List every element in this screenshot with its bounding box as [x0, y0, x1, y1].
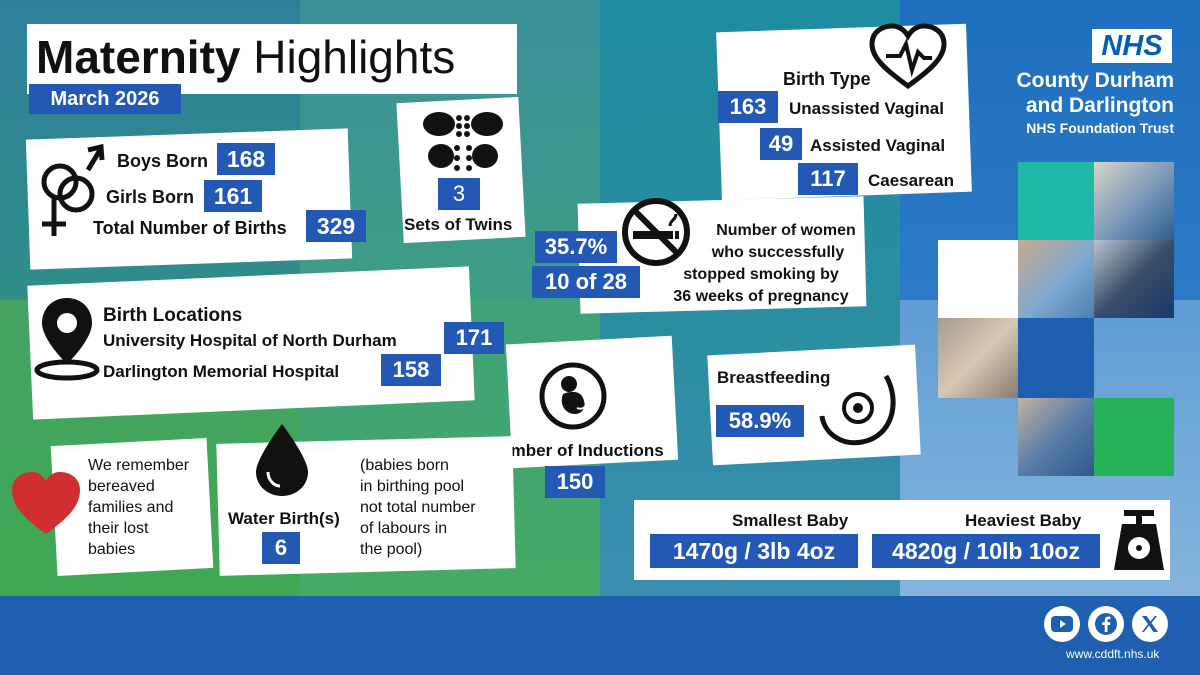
caesarean-value: 117 [798, 163, 858, 195]
x-button[interactable] [1132, 606, 1168, 642]
trust-name: County Durham and Darlington NHS Foundat… [1017, 68, 1175, 138]
weighing-scale-icon [1114, 510, 1164, 570]
unassisted-label: Unassisted Vaginal [789, 99, 944, 118]
locations-title: Birth Locations [103, 305, 243, 326]
x-icon [1142, 616, 1158, 632]
facebook-button[interactable] [1088, 606, 1124, 642]
remember-line4: their lost [88, 520, 149, 537]
boys-born-value: 168 [217, 143, 275, 175]
water-note-line4: of labours in [360, 520, 448, 537]
assisted-value: 49 [760, 128, 802, 160]
heart-icon [12, 472, 80, 534]
smallest-baby-label: Smallest Baby [732, 511, 849, 530]
remember-text: We remember bereaved families and their … [88, 455, 189, 560]
photo-midwife [1094, 162, 1174, 240]
total-births-label: Total Number of Births [93, 218, 287, 238]
title-light: Highlights [253, 31, 456, 83]
water-birth-value: 6 [262, 532, 300, 564]
breast-icon [819, 374, 896, 446]
caesarean-label: Caesarean [868, 171, 955, 190]
twins-label: Sets of Twins [404, 215, 513, 234]
date-badge: March 2026 [29, 84, 181, 114]
girls-born-label: Girls Born [106, 187, 195, 207]
gender-symbols-icon [41, 143, 105, 236]
mosaic-tile-white [938, 240, 1018, 318]
unassisted-value: 163 [718, 91, 778, 123]
page-title: Maternity Highlights [36, 30, 455, 84]
water-note-line3: not total number [360, 499, 476, 516]
photo-mother-baby [1018, 240, 1094, 318]
facebook-icon [1095, 613, 1117, 635]
total-births-value: 329 [306, 210, 366, 242]
mosaic-tile-green [1094, 398, 1174, 476]
girls-born-value: 161 [204, 180, 262, 212]
smoking-percent: 35.7% [535, 231, 617, 263]
trust-name-line2: and Darlington [1025, 94, 1174, 117]
photo-nurse [1094, 240, 1174, 318]
location-dmh-value: 158 [381, 354, 441, 386]
youtube-button[interactable] [1044, 606, 1080, 642]
nhs-logo: NHS [1092, 29, 1172, 63]
trust-name-line3: NHS Foundation Trust [1026, 120, 1174, 136]
twins-value: 3 [438, 178, 480, 210]
remember-line2: bereaved [88, 478, 155, 495]
website-link[interactable]: www.cddft.nhs.uk [1066, 647, 1160, 661]
smallest-baby-value: 1470g / 3lb 4oz [650, 534, 858, 568]
location-uhnd-value: 171 [444, 322, 504, 354]
footprints-icon [423, 112, 503, 171]
water-note-line2: in birthing pool [360, 478, 465, 495]
birth-type-title: Birth Type [783, 69, 871, 89]
no-smoking-icon [622, 198, 690, 266]
water-note-line1: (babies born [360, 457, 449, 474]
water-birth-note: (babies born in birthing pool not total … [360, 455, 476, 560]
photo-staff [1018, 398, 1094, 476]
inductions-label: Number of Inductions [488, 441, 664, 460]
smoking-line3: stopped smoking by [683, 266, 839, 283]
mosaic-tile-blue [1018, 318, 1094, 398]
smoking-line4: 36 weeks of pregnancy [673, 288, 849, 305]
inductions-value: 150 [545, 466, 605, 498]
smoking-fraction: 10 of 28 [532, 266, 640, 298]
photo-newborn [938, 318, 1018, 398]
baby-in-womb-icon [539, 362, 607, 430]
water-note-line5: the pool) [360, 541, 423, 558]
breastfeeding-value: 58.9% [716, 405, 804, 437]
remember-line3: families and [88, 499, 174, 516]
assisted-label: Assisted Vaginal [810, 136, 946, 155]
location-dmh-label: Darlington Memorial Hospital [103, 362, 340, 381]
heaviest-baby-label: Heaviest Baby [965, 511, 1082, 530]
trust-name-line1: County Durham [1016, 69, 1175, 92]
title-card [27, 24, 517, 94]
mosaic-tile-teal [1018, 162, 1094, 240]
location-uhnd-label: University Hospital of North Durham [103, 331, 397, 350]
smoking-line1: Number of women [716, 222, 856, 239]
map-pin-icon [34, 298, 100, 381]
remember-line5: babies [88, 541, 136, 558]
water-drop-icon [256, 424, 308, 496]
breastfeeding-label: Breastfeeding [717, 368, 831, 387]
smoking-line2: who successfully [711, 244, 845, 261]
remember-line1: We remember [88, 457, 190, 474]
boys-born-label: Boys Born [117, 151, 209, 171]
heartbeat-icon [869, 23, 947, 90]
youtube-icon [1051, 616, 1073, 632]
title-bold: Maternity [36, 31, 241, 83]
smoking-description: Number of women who successfully stopped… [656, 220, 866, 308]
heaviest-baby-value: 4820g / 10lb 10oz [872, 534, 1100, 568]
footer-bar [0, 596, 1200, 675]
water-birth-label: Water Birth(s) [228, 509, 340, 528]
